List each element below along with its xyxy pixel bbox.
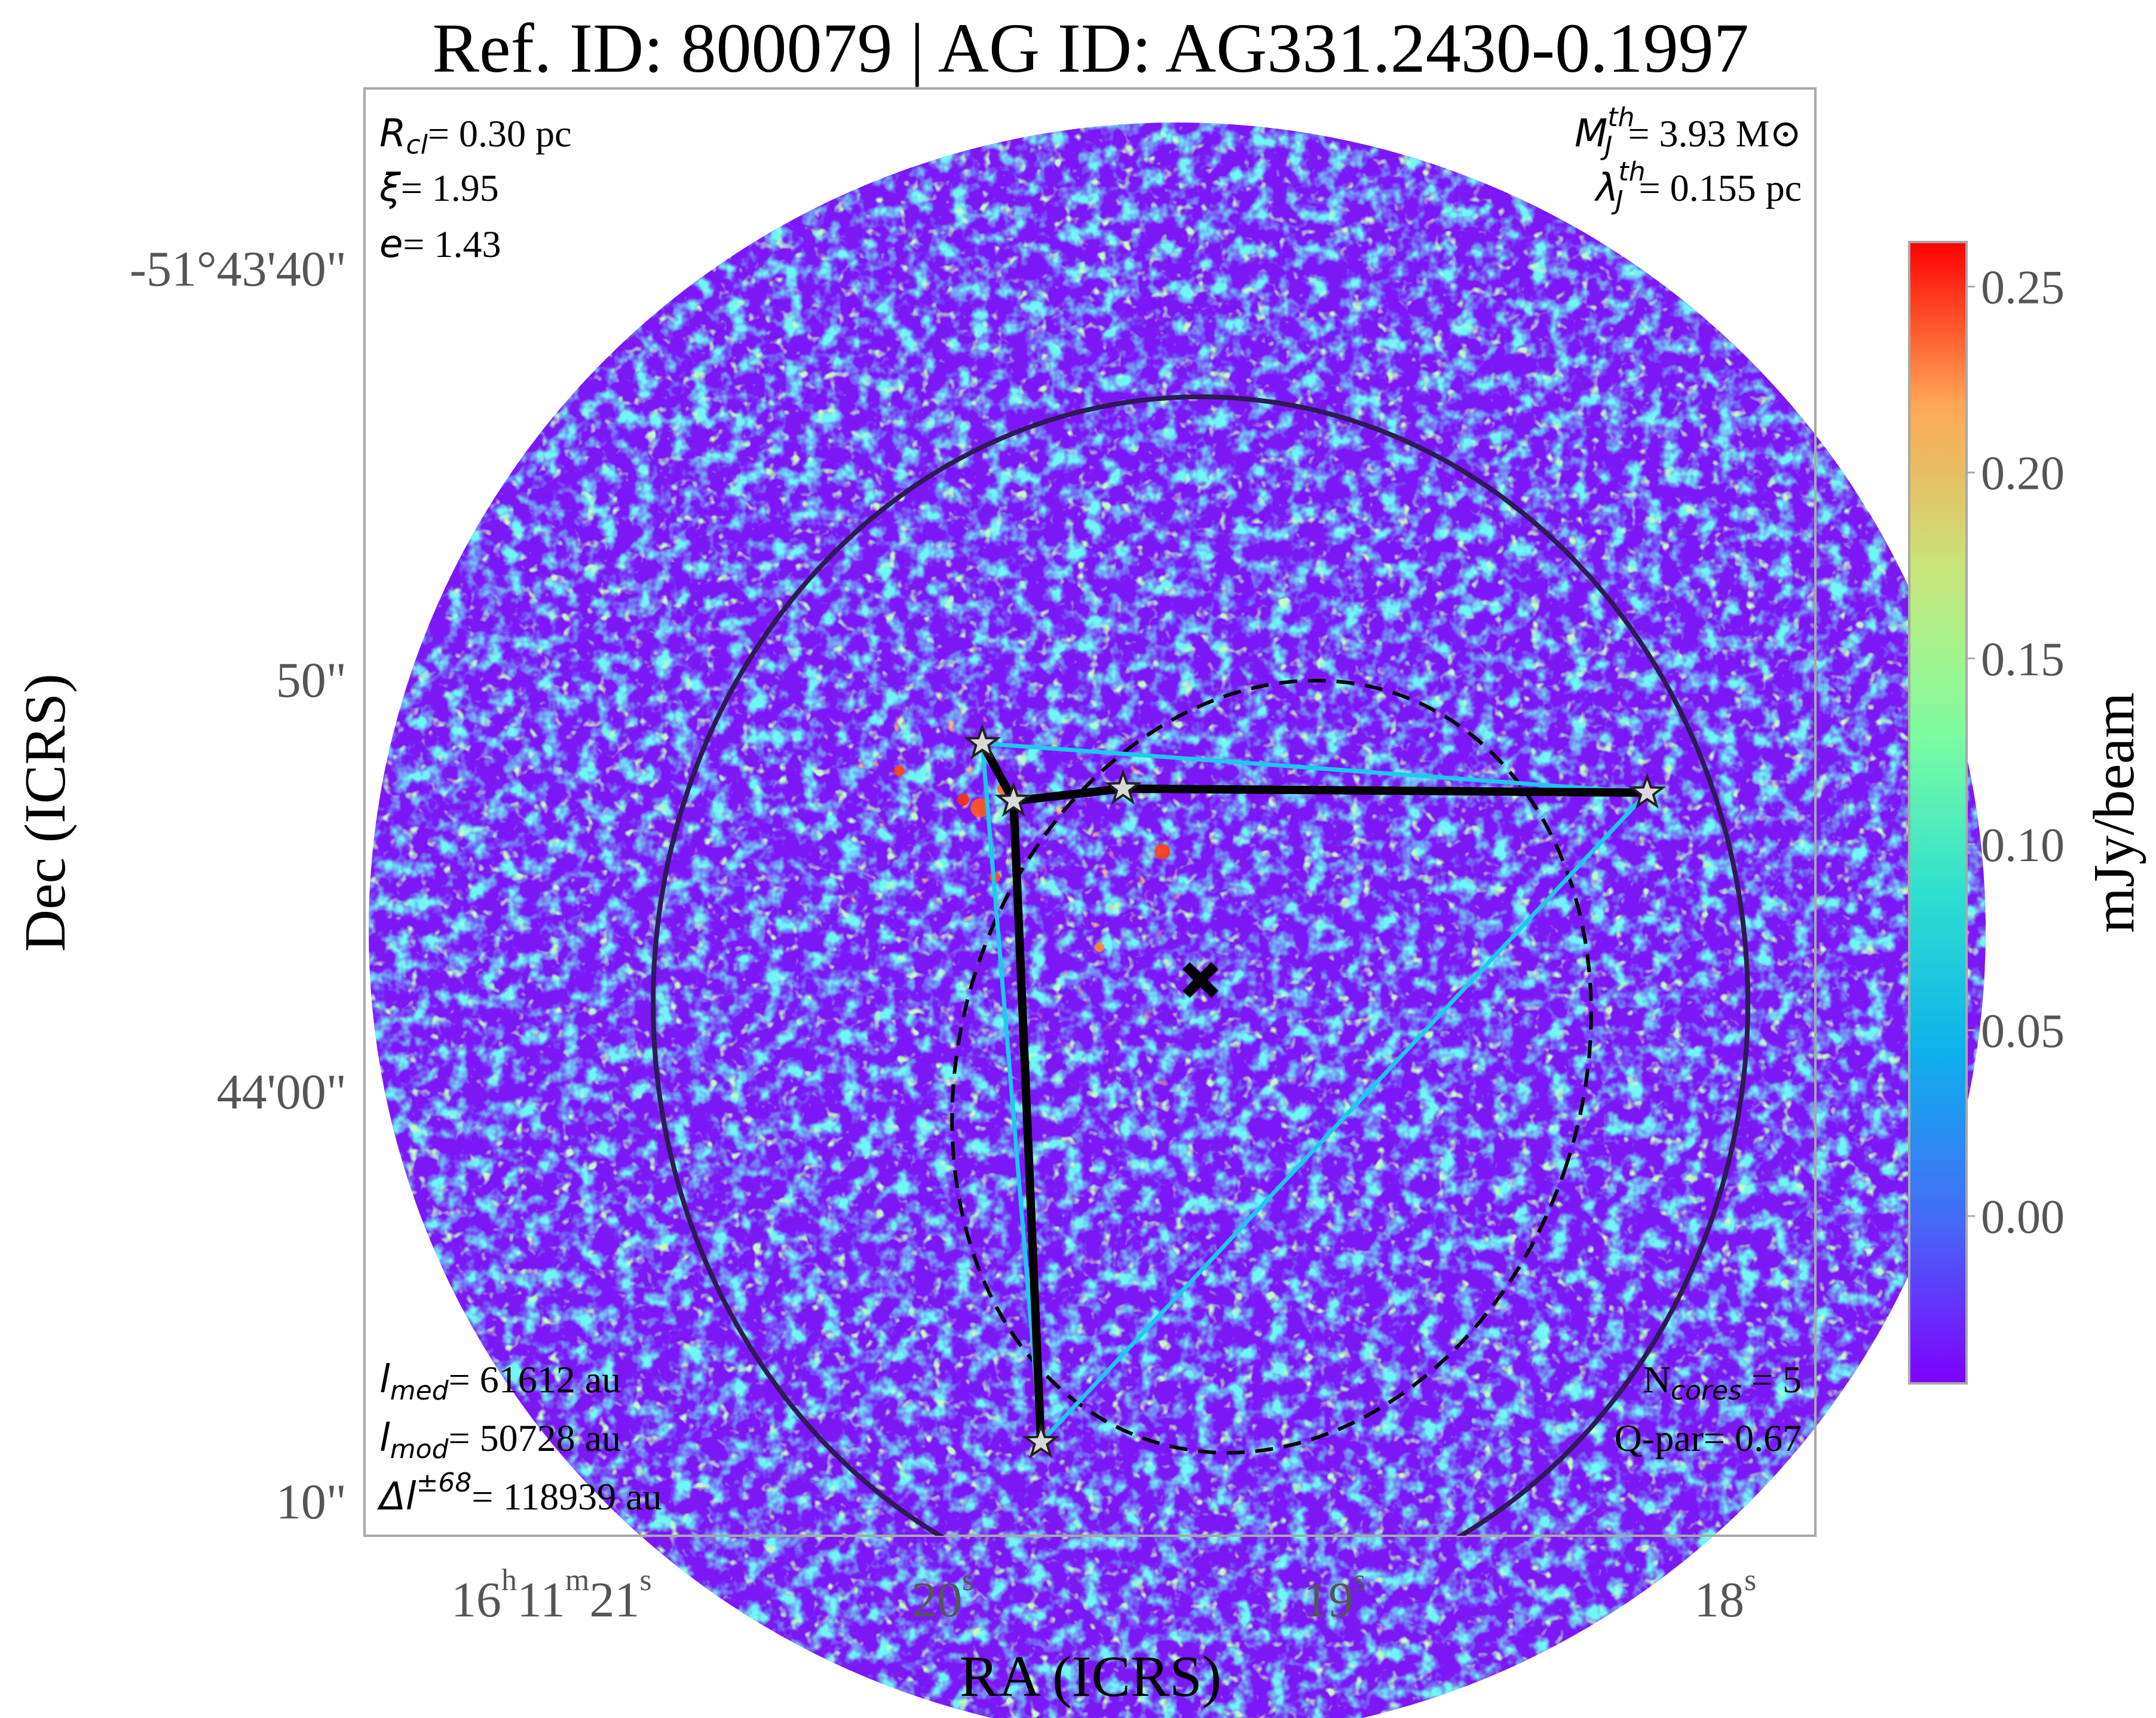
- chart-title: Ref. ID: 800079 | AG ID: AG331.2430-0.19…: [432, 9, 1748, 87]
- e-annotation: e= 1.43: [379, 222, 501, 267]
- l-mod-annotation: lmod= 50728 au: [379, 1416, 621, 1465]
- overlays: [651, 394, 1750, 1536]
- x-tick-label: 16h11m21s: [451, 1563, 652, 1628]
- delta-l-annotation: Δl±68= 118939 au: [376, 1468, 662, 1519]
- r-cl-annotation: Rcl= 0.30 pc: [379, 112, 571, 160]
- annotations: Rcl= 0.30 pc ξ= 1.95 e= 1.43 Mth J = 3.93 …: [376, 102, 1802, 1519]
- core-star-marker: [1022, 1422, 1060, 1459]
- mj-annotation: Mth J = 3.93 M⊙: [1575, 102, 1802, 161]
- y-axis-label: Dec (ICRS): [13, 673, 78, 951]
- y-tick-label: 50": [276, 653, 347, 708]
- cluster-circle: [651, 394, 1750, 1536]
- hull-edge: [980, 741, 1649, 795]
- fit-ellipse: [950, 678, 1593, 1455]
- x-tick-label: 20s: [912, 1563, 974, 1628]
- y-tick-label: 44'00": [217, 1064, 347, 1120]
- mst-edge: [1119, 784, 1652, 797]
- mst-edge: [1009, 797, 1045, 1447]
- x-tick-label: 19s: [1303, 1563, 1365, 1628]
- hull-edge: [1039, 791, 1649, 1445]
- xi-annotation: ξ= 1.95: [379, 166, 499, 210]
- axes-frame: [363, 87, 1817, 1537]
- colorbar-tick-label: 0.25: [1981, 262, 2065, 314]
- core-star-marker: [1104, 768, 1142, 805]
- colorbar-gradient: [1908, 241, 1968, 1385]
- x-axis-label: RA (ICRS): [960, 1644, 1221, 1709]
- lambda-j-annotation: λth J = 0.155 pc: [1594, 157, 1802, 216]
- colorbar-tick-label: 0.05: [1981, 1005, 2065, 1058]
- mst-edge: [1009, 784, 1128, 806]
- x-tick-labels: 16h11m21s 20s 19s 18s: [451, 1563, 1756, 1628]
- core-star-marker: [963, 724, 1002, 760]
- mst-edges: [978, 739, 1652, 1447]
- hull-edge: [980, 741, 1043, 1445]
- y-tick-label: -51°43'40": [130, 241, 347, 297]
- colorbar-tick-label: 0.15: [1981, 633, 2065, 686]
- core-markers: [963, 724, 1666, 1459]
- q-par-annotation: Q-par= 0.67: [1615, 1417, 1802, 1459]
- y-tick-labels: -51°43'40" 50" 44'00" 10": [130, 241, 347, 1530]
- emission-map: [369, 123, 1986, 1718]
- l-med-annotation: lmed= 61612 au: [379, 1358, 621, 1406]
- colorbar: 0.25 0.20 0.15 0.10 0.05 0.00 mJy/beam: [1908, 241, 2146, 1385]
- colorbar-tick-label: 0.00: [1981, 1191, 2065, 1244]
- y-tick-label: 10": [276, 1474, 347, 1530]
- core-star-marker: [1628, 773, 1666, 809]
- x-tick-label: 18s: [1694, 1563, 1756, 1628]
- filament-emission: [832, 691, 1183, 1088]
- centroid-marker: [1183, 962, 1218, 998]
- colorbar-ticks: 0.25 0.20 0.15 0.10 0.05 0.00: [1967, 262, 2065, 1244]
- colorbar-tick-label: 0.10: [1981, 819, 2065, 872]
- n-cores-annotation: Ncores = 5: [1643, 1358, 1802, 1406]
- colorbar-label: mJy/beam: [2082, 693, 2146, 933]
- colorbar-tick-label: 0.20: [1981, 448, 2065, 500]
- core-star-marker: [994, 781, 1033, 817]
